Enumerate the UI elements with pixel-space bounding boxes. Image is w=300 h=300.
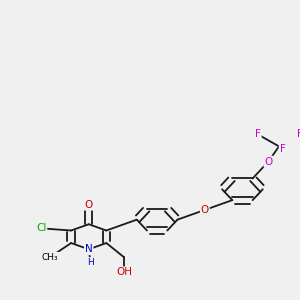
Text: F: F: [255, 129, 261, 140]
Text: O: O: [85, 200, 93, 210]
Text: O: O: [264, 157, 273, 166]
Text: N: N: [85, 244, 93, 254]
Text: CH₃: CH₃: [42, 253, 58, 262]
Text: H: H: [87, 258, 94, 267]
Text: Cl: Cl: [36, 223, 46, 233]
Text: O: O: [201, 205, 209, 215]
Text: F: F: [280, 143, 286, 154]
Text: OH: OH: [116, 267, 132, 277]
Text: F: F: [297, 129, 300, 140]
